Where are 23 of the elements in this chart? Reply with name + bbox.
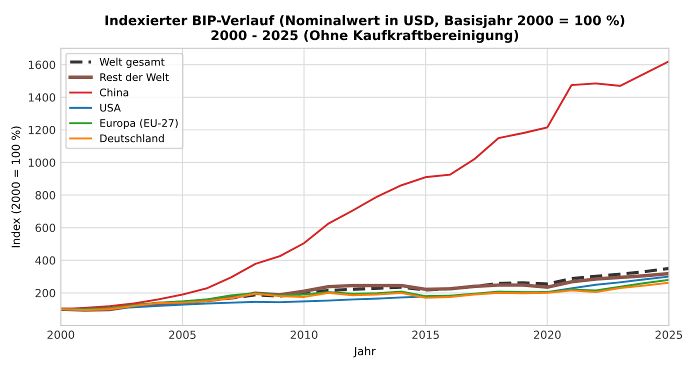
x-tick-label: 2000 (47, 330, 74, 339)
y-tick-label: 400 (35, 256, 56, 265)
legend-label: Rest der Welt (100, 73, 169, 82)
chart-title: Indexierter BIP-Verlauf (Nominalwert in USD, Basisjahr 2000 = 100 %) 2000 - 2025 (Ohne Kaufkraftbereinigung) (106, 15, 624, 43)
x-tick-label: 2005 (169, 330, 196, 339)
legend-label: Deutschland (100, 134, 164, 142)
x-tick-label: 2025 (656, 330, 682, 339)
y-tick-label: 1000 (28, 158, 56, 167)
legend-label: China (100, 88, 128, 96)
x-tick-label: 2020 (534, 330, 561, 339)
x-tick-label: 2015 (412, 330, 439, 339)
legend-label: Welt gesamt (100, 58, 165, 68)
x-axis-title: Jahr (353, 346, 376, 358)
y-tick-label: 1400 (28, 93, 56, 102)
x-tick-label: 2010 (290, 330, 318, 339)
y-tick-label: 600 (36, 224, 56, 232)
legend-label: Europa (EU-27) (100, 118, 178, 129)
y-tick-label: 1600 (28, 60, 56, 70)
y-tick-label: 1200 (28, 126, 56, 134)
y-tick-label: 200 (36, 288, 56, 298)
y-tick-label: 800 (35, 191, 56, 200)
y-axis-title: Index (2000 = 100 %) (11, 126, 22, 248)
legend-label: USA (100, 104, 121, 112)
